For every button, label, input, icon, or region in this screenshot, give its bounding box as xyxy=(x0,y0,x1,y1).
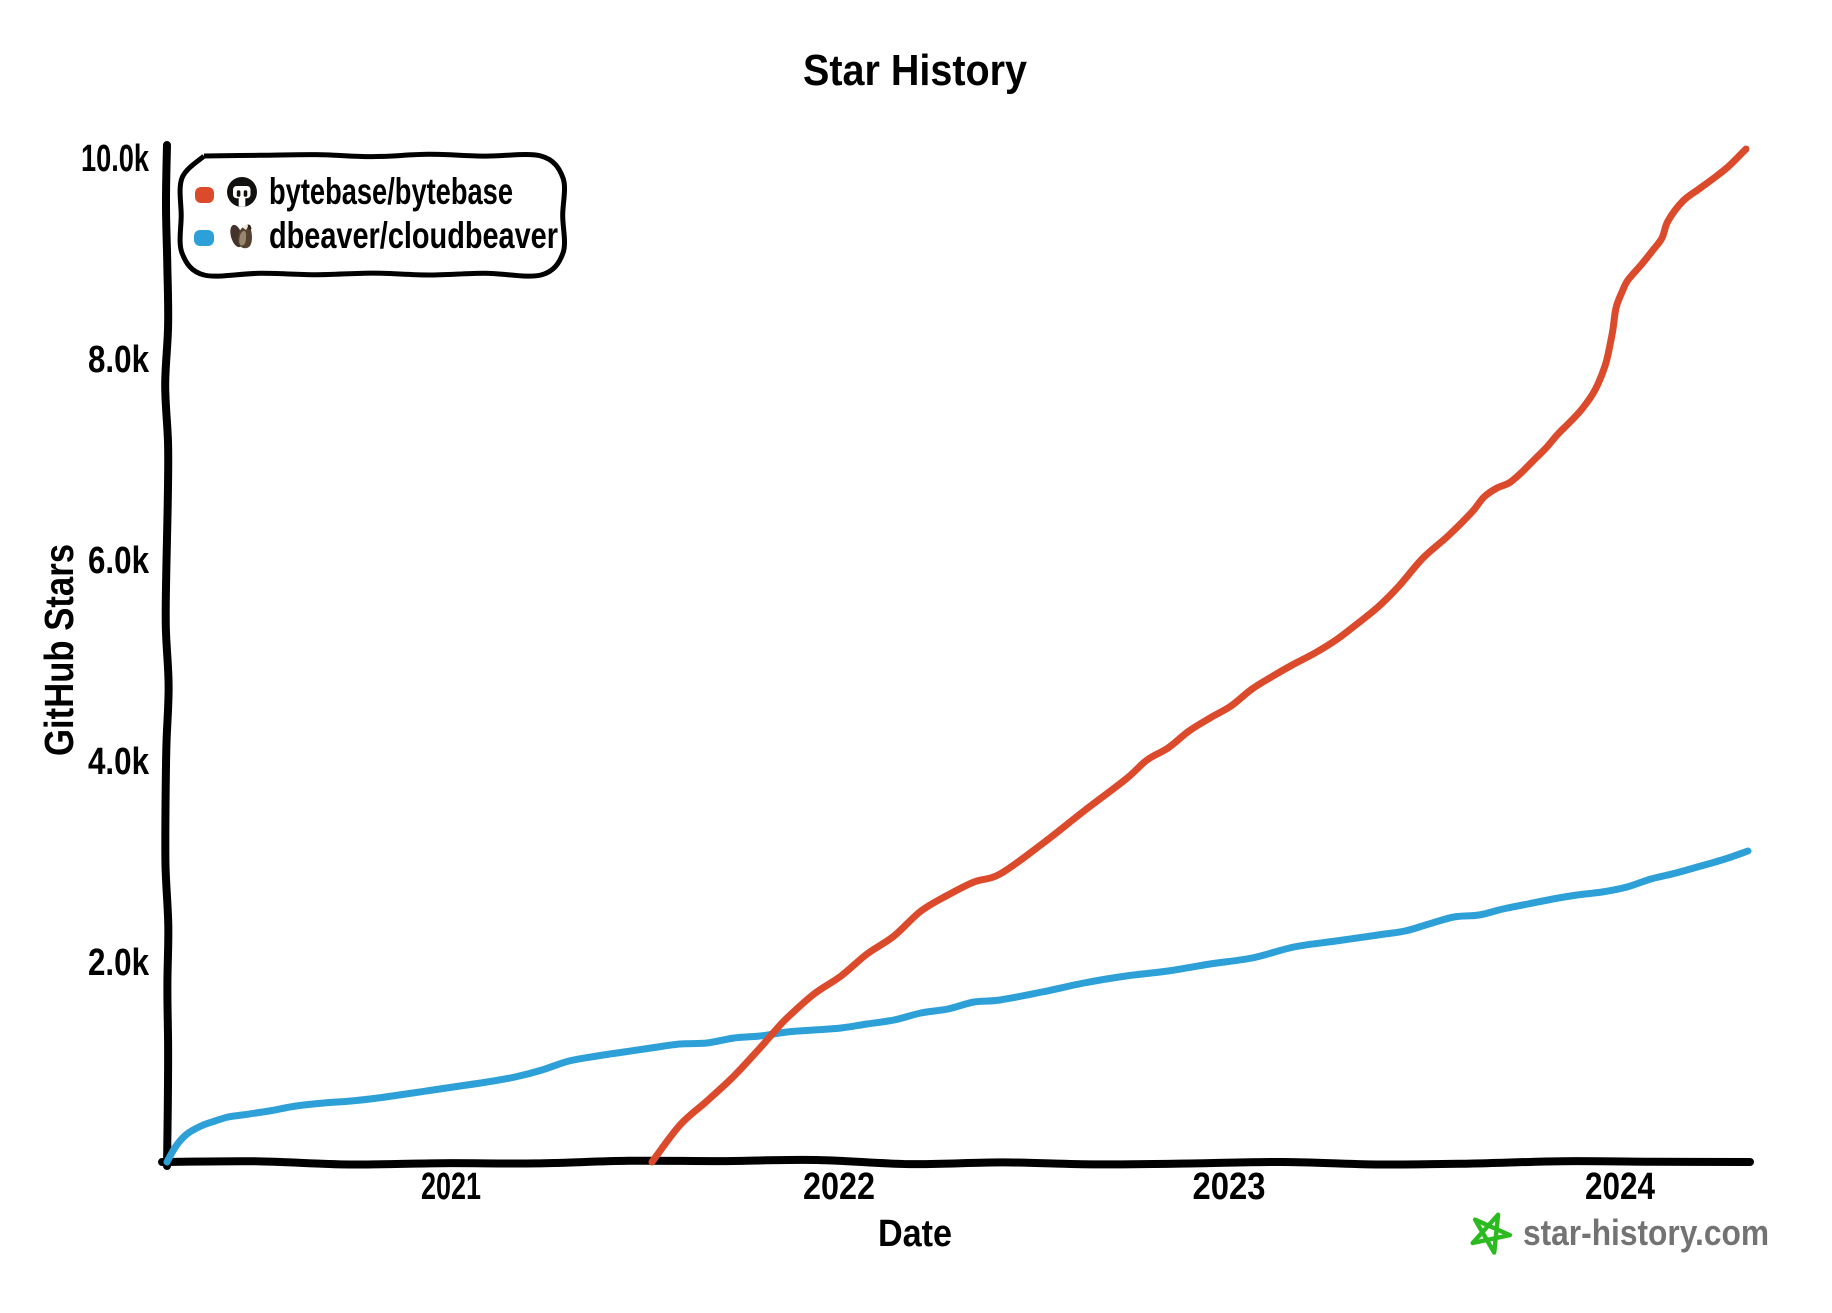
svg-text:4.0k: 4.0k xyxy=(88,741,150,783)
svg-text:GitHub Stars: GitHub Stars xyxy=(36,544,82,756)
svg-text:8.0k: 8.0k xyxy=(88,339,150,381)
svg-text:10.0k: 10.0k xyxy=(81,138,150,180)
svg-text:6.0k: 6.0k xyxy=(88,540,150,582)
svg-text:dbeaver/cloudbeaver: dbeaver/cloudbeaver xyxy=(269,215,558,256)
svg-text:2024: 2024 xyxy=(1585,1166,1655,1208)
svg-text:2021: 2021 xyxy=(421,1166,481,1208)
svg-text:Date: Date xyxy=(878,1213,952,1255)
svg-text:2.0k: 2.0k xyxy=(88,942,150,984)
svg-text:2022: 2022 xyxy=(803,1166,875,1208)
svg-text:2023: 2023 xyxy=(1193,1166,1266,1208)
svg-text:Star History: Star History xyxy=(803,46,1027,95)
svg-text:bytebase/bytebase: bytebase/bytebase xyxy=(269,171,513,212)
svg-text:star-history.com: star-history.com xyxy=(1523,1212,1769,1253)
